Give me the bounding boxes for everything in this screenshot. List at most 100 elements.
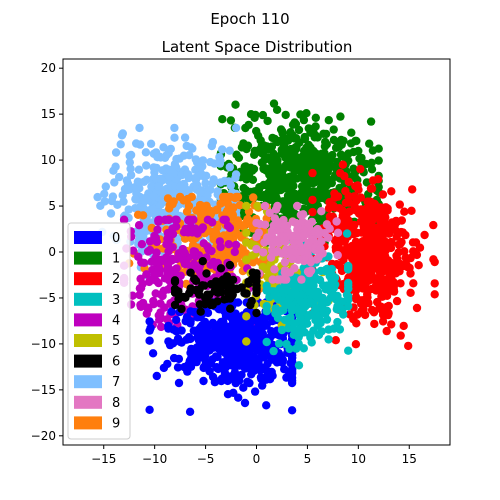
point-series-7 [170,160,180,169]
point-series-9 [238,244,247,254]
point-series-9 [232,254,241,263]
point-series-1 [248,166,257,175]
point-series-7 [191,173,200,183]
point-series-3 [262,302,271,311]
point-series-1 [323,167,332,177]
point-series-0 [200,317,210,327]
point-series-8 [306,257,315,267]
point-series-8 [294,255,303,264]
legend-item-2: 2 [74,272,120,287]
legend-swatch [74,313,102,327]
point-series-1 [295,166,304,175]
point-series-4 [195,266,204,276]
point-series-1 [347,128,356,137]
point-series-4 [155,264,164,273]
y-axis: −20 −15 −10 −5 0 5 10 15 20 [31,61,63,443]
point-series-3 [262,337,271,347]
point-series-2 [412,250,422,260]
point-series-2 [377,264,386,273]
point-series-7 [170,123,179,133]
point-series-2 [325,198,334,207]
point-series-8 [304,220,313,229]
point-series-3 [342,229,352,238]
point-series-0 [258,381,267,390]
point-series-0 [207,329,216,338]
point-series-2 [341,186,350,196]
point-series-0 [208,372,218,382]
point-series-6 [211,280,221,289]
point-series-7 [224,177,233,186]
chart-suptitle: Epoch 110 [210,10,289,28]
point-series-8 [252,232,261,242]
point-series-2 [382,283,391,292]
point-series-4 [154,217,163,226]
x-tick-label: 0 [253,452,261,466]
point-series-6 [177,304,186,314]
point-series-4 [216,242,225,252]
point-series-1 [302,109,311,118]
point-series-3 [298,303,307,313]
point-series-3 [333,317,342,327]
point-series-2 [364,272,373,281]
point-series-2 [308,195,317,205]
point-series-1 [309,127,318,136]
point-series-0 [148,349,158,358]
point-series-7 [158,166,167,175]
point-series-6 [218,277,228,286]
point-series-2 [333,192,343,201]
point-series-6 [191,286,200,295]
x-tick-label: 5 [304,452,312,466]
point-series-0 [243,377,252,386]
point-series-0 [240,398,250,408]
point-series-7 [218,145,227,154]
point-series-4 [163,315,172,324]
point-series-1 [269,99,279,108]
point-series-7 [159,143,168,152]
point-series-4 [134,252,143,261]
point-series-1 [281,110,290,120]
point-series-3 [335,325,345,334]
point-series-2 [429,255,438,264]
point-series-0 [264,367,273,376]
point-series-3 [327,264,336,274]
point-series-2 [339,255,348,265]
point-series-7 [106,209,116,218]
point-series-0 [254,318,263,327]
x-tick-label: −15 [91,452,116,466]
point-series-7 [165,172,174,182]
point-series-2 [409,279,418,288]
point-series-3 [324,335,333,344]
point-series-4 [191,247,200,256]
point-series-1 [299,182,308,191]
point-series-7 [93,192,102,202]
point-series-6 [252,308,261,318]
point-series-1 [324,116,333,125]
point-series-6 [205,290,214,299]
point-series-8 [299,231,309,240]
point-series-3 [292,290,301,299]
point-series-8 [314,253,323,263]
point-series-4 [230,247,239,257]
point-series-3 [314,330,324,340]
point-series-3 [299,344,308,353]
point-series-4 [150,231,159,241]
point-series-4 [152,248,161,257]
point-series-0 [164,321,173,331]
point-series-7 [101,182,111,191]
point-series-0 [237,327,246,336]
point-series-1 [279,205,288,214]
point-series-8 [322,220,332,229]
point-series-9 [169,197,178,206]
point-series-3 [344,346,353,355]
point-series-0 [231,309,240,319]
point-series-2 [344,216,353,225]
point-series-8 [252,244,261,254]
point-series-2 [430,290,439,299]
point-series-7 [225,146,234,155]
legend-swatch [74,272,102,286]
point-series-7 [156,174,165,183]
point-series-2 [395,200,404,209]
point-series-3 [294,361,304,370]
point-series-2 [363,197,372,206]
point-series-2 [377,246,387,256]
